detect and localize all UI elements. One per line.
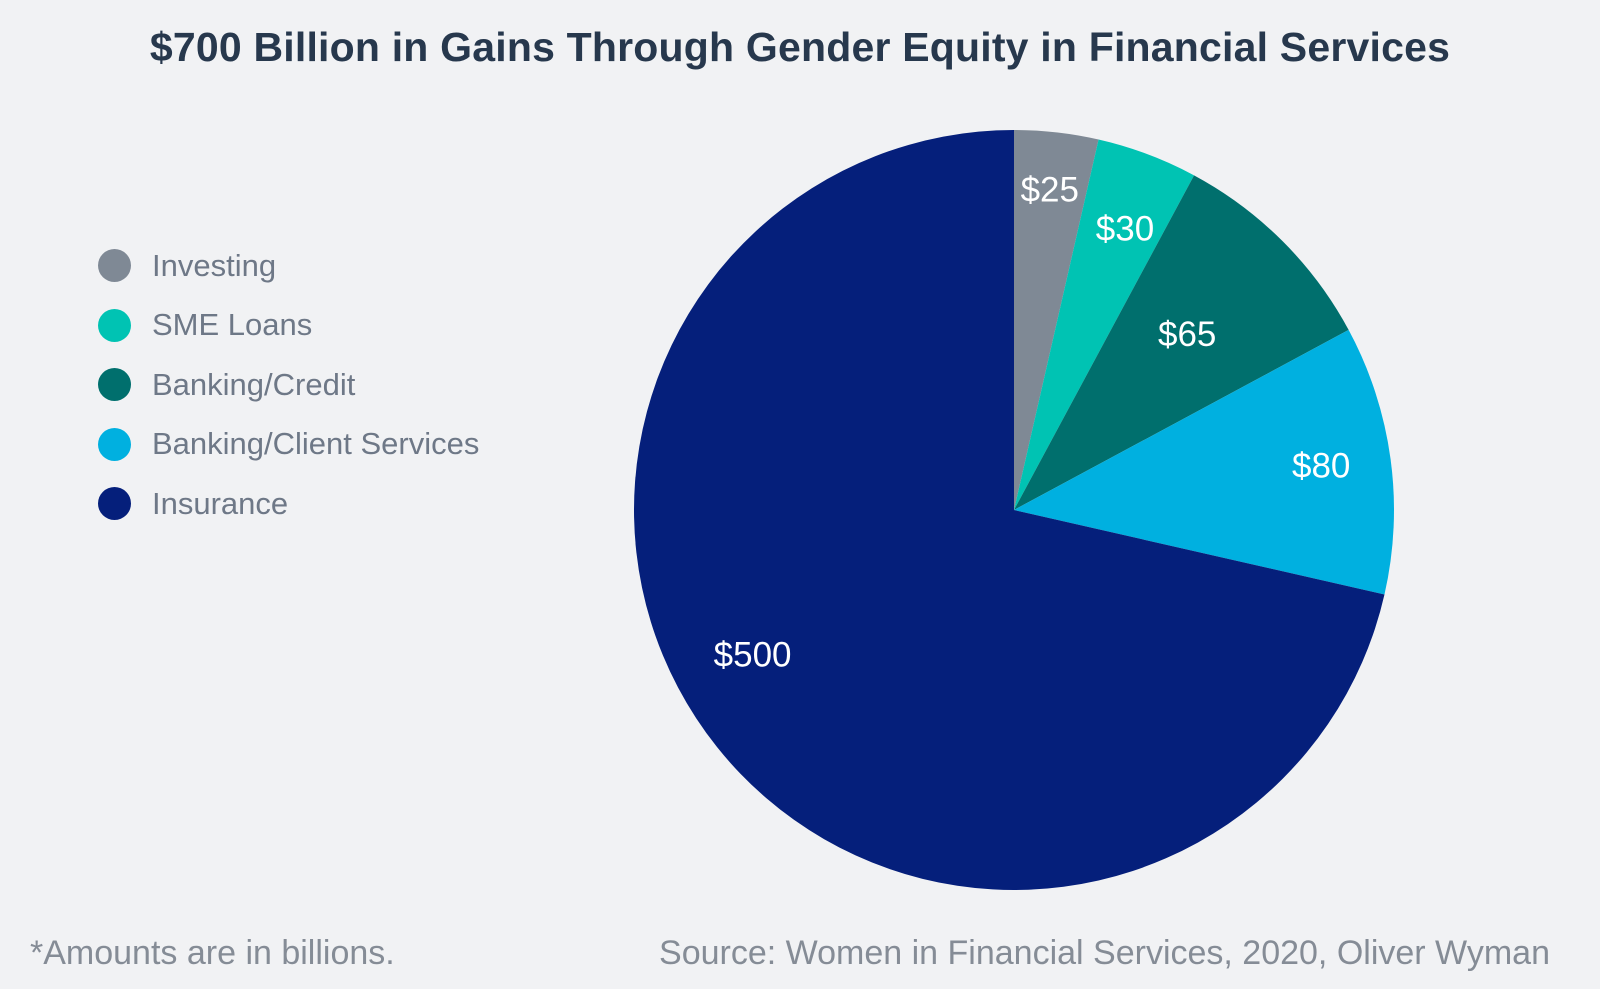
pie-labels: $25 $30 $65 $80 $500: [714, 170, 1351, 674]
legend-item: Banking/Client Services: [98, 415, 479, 475]
pie-slice-investing: [1014, 130, 1099, 510]
slice-value-label: $30: [1096, 210, 1154, 249]
legend-label: Investing: [152, 247, 277, 283]
legend-item: Banking/Credit: [98, 355, 479, 415]
legend-label: Banking/Client Services: [152, 426, 480, 462]
slice-value-label: $25: [1021, 170, 1079, 209]
legend-label: Banking/Credit: [152, 366, 356, 402]
legend-swatch: [98, 249, 131, 283]
legend-item: SME Loans: [98, 296, 479, 356]
slice-value-label: $65: [1158, 315, 1216, 354]
legend-swatch: [98, 487, 131, 521]
legend-swatch: [98, 368, 131, 402]
chart-title: $700 Billion in Gains Through Gender Equ…: [149, 24, 1451, 70]
pie-slice-insurance: [633, 130, 1385, 890]
pie-slices: [633, 130, 1394, 890]
pie-slice-banking-client-services: [1014, 329, 1394, 595]
slice-value-label: $80: [1292, 447, 1350, 486]
legend-item: Investing: [98, 236, 479, 296]
legend-swatch: [98, 427, 131, 461]
legend: Investing SME Loans Banking/Credit Banking/…: [98, 236, 479, 534]
pie-slice-sme-loans: [1014, 139, 1195, 510]
legend-label: Insurance: [152, 485, 289, 521]
footnote: *Amounts are in billions.: [30, 934, 395, 972]
legend-item: Insurance: [98, 474, 479, 534]
legend-label: SME Loans: [152, 307, 313, 343]
source-note: Source: Women in Financial Services, 202…: [659, 934, 1550, 972]
pie-slice-banking-credit: [1014, 175, 1349, 510]
slice-value-label: $500: [714, 636, 792, 675]
legend-swatch: [98, 308, 131, 342]
